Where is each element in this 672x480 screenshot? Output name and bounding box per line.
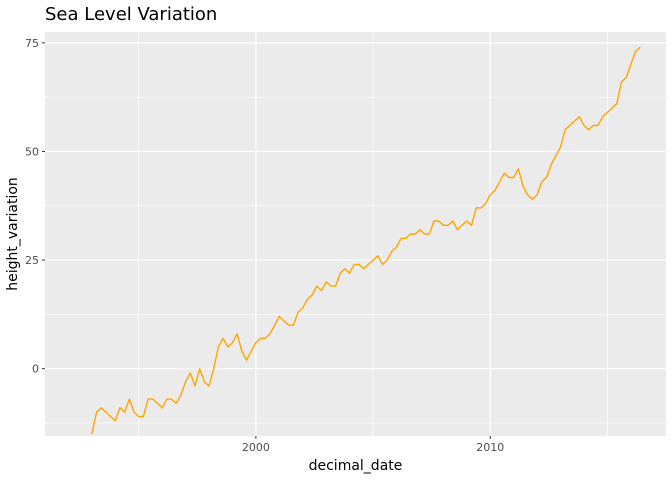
series-line	[91, 46, 641, 434]
y-tick-label-3: 75	[25, 37, 39, 50]
plot-panel	[45, 32, 666, 436]
major-gridlines	[45, 32, 666, 436]
x-tick-label-1: 2010	[476, 441, 504, 454]
y-axis-title: height_variation	[5, 177, 21, 291]
y-tick-label-1: 25	[25, 254, 39, 267]
x-axis-ticks: 2000 2010	[242, 436, 504, 454]
y-tick-label-2: 50	[25, 145, 39, 158]
y-tick-label-0: 0	[32, 363, 39, 376]
x-axis-title: decimal_date	[309, 458, 403, 474]
chart-title: Sea Level Variation	[45, 4, 217, 25]
minor-gridlines	[45, 32, 666, 436]
y-axis-ticks: 0 25 50 75	[25, 37, 45, 376]
x-tick-label-0: 2000	[242, 441, 270, 454]
